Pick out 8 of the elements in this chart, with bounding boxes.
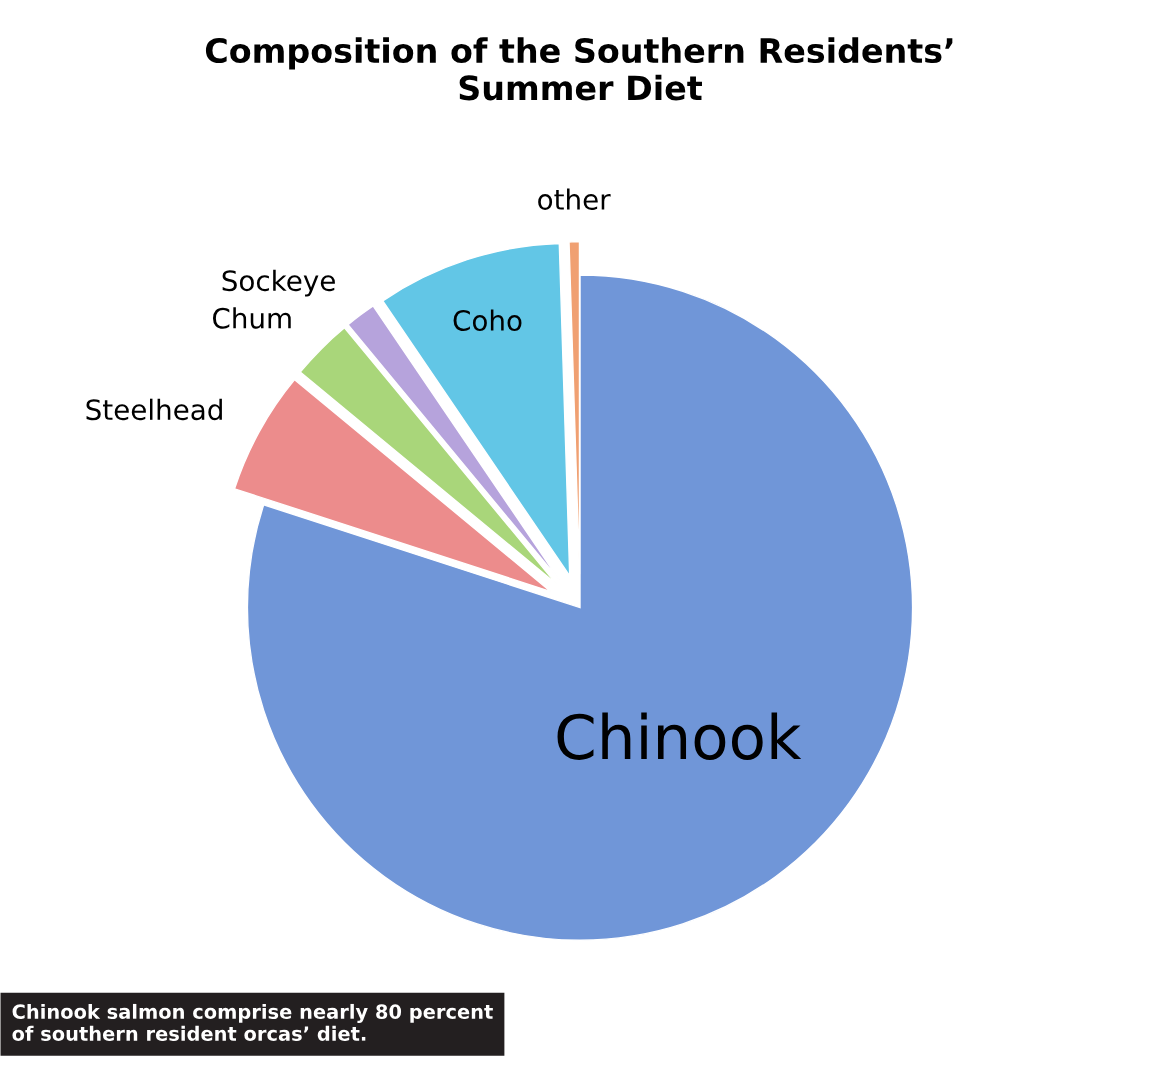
slice-label: Sockeye (222, 269, 335, 297)
slice-label: Coho (453, 309, 522, 331)
slice-label: Chinook (557, 712, 802, 760)
slice-label: Steelhead (86, 398, 222, 421)
text: Chinook salmon comprise nearly 80 percent of southern resident orcas’ diet. (12, 1003, 493, 1041)
slice-label: other (538, 188, 611, 210)
slice-label: Chum (212, 307, 291, 329)
chart-title: Composition of the Southern Residents’ Summer Diet (205, 37, 953, 101)
